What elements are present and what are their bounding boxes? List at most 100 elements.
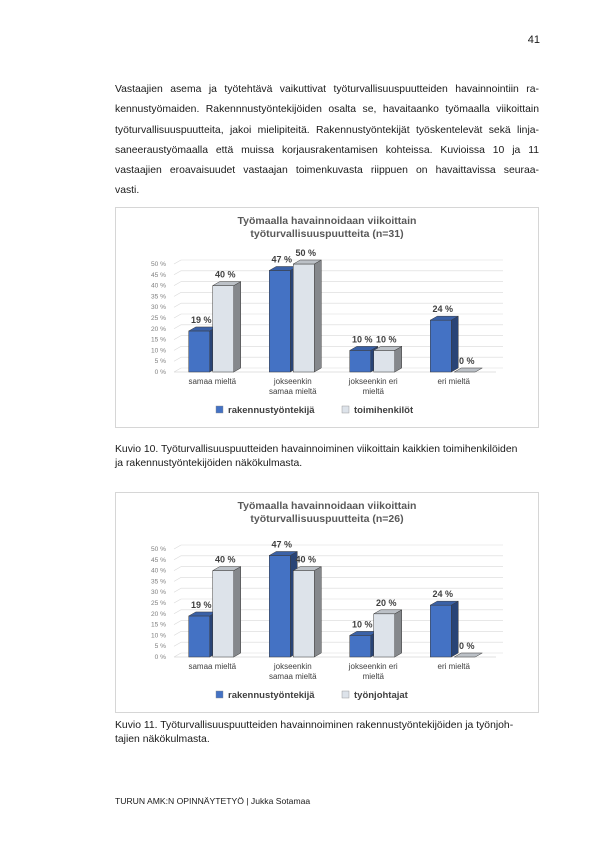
y-tick-label: 50 %: [151, 261, 166, 268]
legend-label: rakennustyöntekijä: [228, 690, 315, 701]
caption-line: Kuvio 10. Työturvallisuuspuutteiden hava…: [115, 444, 518, 455]
category-label: jokseenkin eri: [348, 662, 398, 671]
bar-face: [293, 263, 315, 373]
bar-side: [314, 566, 322, 658]
bar-top: [292, 566, 323, 571]
y-tick-label: 45 %: [151, 272, 166, 279]
bar-top: [211, 566, 242, 571]
bar-chart-10: Työmaalla havainnoidaan viikoittaintyötu…: [151, 215, 503, 416]
data-label: 20 %: [376, 598, 397, 608]
gridline-diagonal: [173, 577, 182, 582]
bar-face: [212, 570, 234, 658]
gridline-diagonal: [173, 598, 182, 604]
gridline-diagonal: [173, 281, 182, 286]
bar-top: [453, 367, 484, 373]
bar-face: [349, 635, 371, 658]
body-paragraph: Vastaajien asema ja työtehtävä vaikuttiv…: [115, 80, 539, 202]
y-tick-label: 30 %: [151, 304, 166, 311]
bar-top: [292, 259, 323, 265]
y-tick-label: 50 %: [151, 546, 166, 553]
y-tick-label: 5 %: [155, 643, 166, 650]
chart-title-line: Työmaalla havainnoidaan viikoittain: [238, 215, 417, 227]
data-label: 19 %: [191, 315, 212, 325]
gridline-diagonal: [173, 335, 182, 340]
bar-face: [430, 604, 452, 658]
bar-top: [268, 551, 299, 556]
bar-top: [372, 609, 403, 615]
legend-label: rakennustyöntekijä: [228, 405, 315, 416]
chart-title-line: työturvallisuuspuutteita (n=26): [250, 513, 403, 525]
gridline-diagonal: [173, 652, 182, 658]
bar-face: [373, 613, 395, 658]
paragraph-line: kennustyömaiden. Rakennnustyöntekijöiden…: [115, 104, 539, 116]
y-tick-label: 40 %: [151, 568, 166, 575]
data-label: 47 %: [271, 254, 292, 264]
gridline-diagonal: [173, 356, 182, 362]
gridline-diagonal: [173, 609, 182, 615]
y-tick-label: 5 %: [155, 358, 166, 365]
caption-line: ja rakennustyöntekijöiden näkökulmasta.: [115, 457, 303, 469]
paragraph-line: vastaajien eroavaisuudet vastaajan toime…: [115, 165, 539, 177]
gridline-diagonal: [173, 313, 182, 319]
y-tick-label: 25 %: [151, 315, 166, 322]
data-label: 47 %: [271, 539, 292, 549]
bar-face: [430, 319, 452, 373]
y-tick-label: 0 %: [155, 369, 166, 376]
bar-top: [429, 315, 460, 321]
paragraph-line: Vastaajien asema ja työtehtävä vaikuttiv…: [115, 84, 539, 95]
category-label: samaa mieltä: [269, 387, 317, 396]
gridline-diagonal: [173, 270, 182, 276]
bar-face: [269, 270, 291, 373]
legend-label: työnjohtajat: [354, 690, 409, 701]
data-label: 10 %: [352, 334, 373, 344]
data-label: 10 %: [376, 334, 397, 344]
data-label: 40 %: [295, 555, 316, 565]
page-number: 41: [527, 34, 540, 46]
category-label: samaa mieltä: [188, 377, 236, 386]
data-label: 24 %: [432, 304, 453, 314]
y-tick-label: 30 %: [151, 589, 166, 596]
bar-top: [372, 346, 403, 351]
gridline-diagonal: [173, 641, 182, 647]
bar-face: [349, 350, 371, 373]
legend-label: toimihenkilöt: [354, 405, 414, 416]
y-tick-label: 20 %: [151, 326, 166, 333]
legend-swatch: [215, 405, 224, 414]
y-tick-label: 20 %: [151, 611, 166, 618]
y-tick-label: 10 %: [151, 632, 166, 639]
figure-10-caption: Kuvio 10. Työturvallisuuspuutteiden hava…: [115, 443, 539, 470]
bar-face: [188, 330, 210, 373]
bar-top: [348, 346, 379, 351]
data-label: 40 %: [215, 270, 236, 280]
y-tick-label: 35 %: [151, 293, 166, 300]
data-label: 24 %: [432, 589, 453, 599]
bar-top: [429, 600, 460, 606]
y-tick-label: 15 %: [151, 622, 166, 629]
category-label: jokseenkin: [273, 662, 312, 671]
gridline-diagonal: [173, 566, 182, 571]
data-label: 40 %: [215, 555, 236, 565]
category-label: jokseenkin: [273, 377, 312, 386]
bar-side: [394, 345, 402, 373]
gridline-diagonal: [173, 324, 182, 330]
y-tick-label: 15 %: [151, 337, 166, 344]
gridline-diagonal: [173, 292, 182, 297]
bar-side: [233, 566, 241, 658]
y-tick-label: 0 %: [155, 654, 166, 661]
page-footer: TURUN AMK:N OPINNÄYTETYÖ | Jukka Sotamaa: [115, 796, 311, 806]
bar-top: [453, 652, 484, 658]
gridline-diagonal: [173, 620, 182, 625]
chart-figure-11: Työmaalla havainnoidaan viikoittain työtu…: [115, 492, 539, 713]
bar-face: [293, 570, 315, 658]
chart-title-line: työturvallisuuspuutteita (n=31): [250, 228, 403, 240]
chart-title-line: Työmaalla havainnoidaan viikoittain: [238, 500, 417, 512]
caption-line: Kuvio 11. Työturvallisuuspuutteiden hava…: [115, 720, 514, 731]
bar-chart-11: Työmaalla havainnoidaan viikoittaintyötu…: [151, 500, 503, 701]
paragraph-line: työturvallisuuspuutteita, jakoi mielipit…: [115, 124, 539, 136]
data-label: 0 %: [459, 356, 475, 366]
gridline-diagonal: [173, 259, 182, 265]
y-tick-label: 45 %: [151, 557, 166, 564]
bar-top: [211, 281, 242, 286]
legend-swatch: [341, 690, 350, 699]
gridline-diagonal: [173, 346, 182, 351]
